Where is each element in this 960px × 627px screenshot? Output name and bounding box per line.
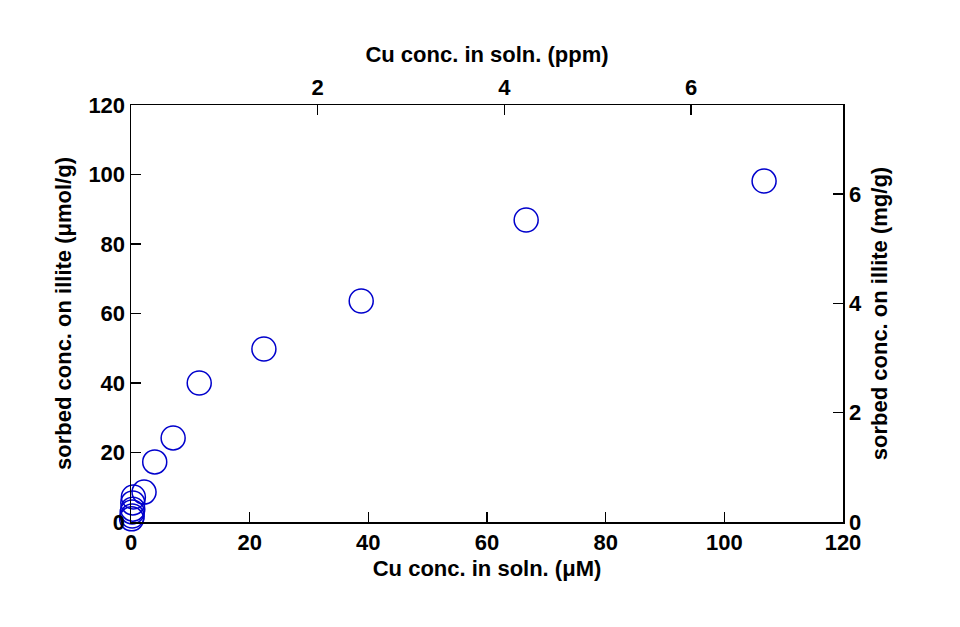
svg-text:60: 60 xyxy=(475,530,499,555)
svg-text:60: 60 xyxy=(101,301,125,326)
svg-text:120: 120 xyxy=(88,93,125,118)
svg-text:2: 2 xyxy=(312,75,324,100)
svg-text:120: 120 xyxy=(825,530,862,555)
svg-text:Cu conc. in soln. (ppm): Cu conc. in soln. (ppm) xyxy=(365,42,608,67)
svg-text:20: 20 xyxy=(237,530,261,555)
svg-text:0: 0 xyxy=(849,510,861,535)
svg-text:80: 80 xyxy=(101,232,125,257)
svg-text:Cu conc. in soln. (μM): Cu conc. in soln. (μM) xyxy=(373,556,602,581)
svg-text:2: 2 xyxy=(849,400,861,425)
svg-text:100: 100 xyxy=(88,162,125,187)
svg-text:sorbed conc. on illite (mg/g): sorbed conc. on illite (mg/g) xyxy=(867,167,892,460)
svg-text:6: 6 xyxy=(685,75,697,100)
svg-text:4: 4 xyxy=(498,75,511,100)
svg-text:6: 6 xyxy=(849,182,861,207)
svg-text:20: 20 xyxy=(101,440,125,465)
svg-text:80: 80 xyxy=(593,530,617,555)
svg-text:0: 0 xyxy=(113,510,125,535)
svg-text:0: 0 xyxy=(125,530,137,555)
svg-text:40: 40 xyxy=(101,371,125,396)
svg-text:4: 4 xyxy=(849,291,862,316)
svg-text:sorbed conc. on illite (μmol/g: sorbed conc. on illite (μmol/g) xyxy=(51,157,76,470)
svg-text:100: 100 xyxy=(706,530,743,555)
svg-text:40: 40 xyxy=(356,530,380,555)
